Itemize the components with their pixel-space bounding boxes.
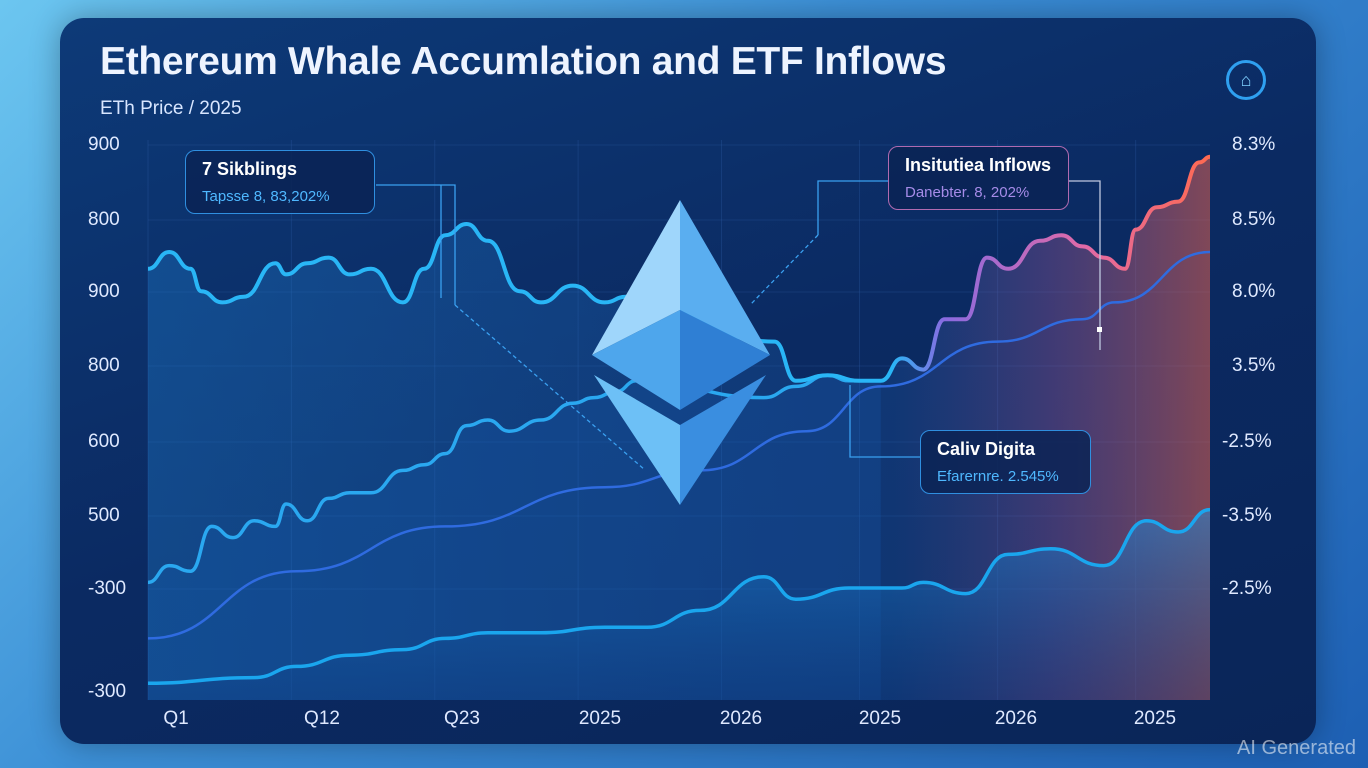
right-tick: -3.5% — [1222, 505, 1272, 526]
left-tick: -300 — [88, 681, 127, 702]
annotation-siblings: 7 Sikblings Tapsse 8, 83,202% — [185, 150, 375, 214]
left-tick: 900 — [88, 134, 120, 155]
right-tick: -2.5% — [1222, 578, 1272, 599]
right-tick: 8.3% — [1232, 134, 1276, 155]
left-tick: 800 — [88, 355, 120, 376]
annotation-subtitle: Danebter. 8, 202% — [905, 184, 1030, 201]
shield-home-icon: ⌂ — [1226, 60, 1266, 100]
annotation-subtitle: Tapsse 8, 83,202% — [202, 188, 330, 205]
x-tick: Q1 — [163, 708, 189, 729]
whale-holdings-line — [147, 373, 881, 585]
annotation-title: 7 Sikblings — [202, 159, 298, 179]
x-tick: 2026 — [994, 708, 1038, 729]
right-tick: 8.0% — [1232, 281, 1276, 302]
left-tick: 800 — [88, 209, 120, 230]
annotation-title: Insitutiea Inflows — [905, 155, 1052, 175]
left-tick: 600 — [88, 431, 120, 452]
ethereum-diamond-icon — [592, 200, 770, 505]
x-tick: Q12 — [304, 708, 340, 729]
annotation-digital: Caliv Digita Efarernre. 2.545% — [920, 430, 1091, 494]
right-tick: 8.5% — [1232, 209, 1276, 230]
right-tick: 3.5% — [1232, 355, 1276, 376]
chart-subtitle: ETh Price / 2025 — [100, 98, 242, 119]
etf-inflows-area — [148, 509, 1210, 700]
x-tick: 2025 — [858, 708, 902, 729]
etf-inflows-line — [147, 507, 1211, 685]
annotation-institutional-inflows: Insitutiea Inflows Danebter. 8, 202% — [888, 146, 1069, 210]
annotation-subtitle: Efarernre. 2.545% — [937, 468, 1059, 485]
right-tick: -2.5% — [1222, 431, 1272, 452]
left-tick: 900 — [88, 281, 120, 302]
x-tick: 2026 — [719, 708, 763, 729]
ai-generated-watermark: AI Generated — [1237, 737, 1356, 759]
chart-title: Ethereum Whale Accumlation and ETF Inflo… — [100, 40, 947, 83]
x-tick: 2025 — [578, 708, 622, 729]
x-tick: Q23 — [444, 708, 480, 729]
x-tick: 2025 — [1133, 708, 1177, 729]
left-tick: 500 — [88, 505, 120, 526]
left-tick: -300 — [88, 578, 127, 599]
trend-line — [147, 250, 1211, 640]
annotation-title: Caliv Digita — [937, 439, 1036, 459]
